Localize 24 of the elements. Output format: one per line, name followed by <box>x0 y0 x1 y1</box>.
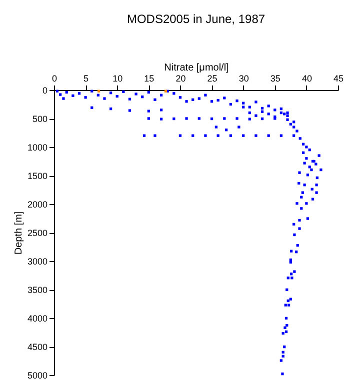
x-tick-label: 20 <box>176 74 186 84</box>
y-tick-label: 2500 <box>27 228 48 238</box>
x-tick-label: 0 <box>52 74 58 84</box>
y-tick-label: 4500 <box>27 342 48 352</box>
x-tick-label: 35 <box>270 74 280 84</box>
y-tick-label: 1500 <box>27 171 48 181</box>
y-tick-label: 3000 <box>27 256 48 266</box>
chart-title: MODS2005 in June, 1987 <box>126 12 266 26</box>
x-tick-label: 15 <box>144 74 154 84</box>
y-tick-label: 1000 <box>27 142 48 152</box>
x-tick-label: 10 <box>112 74 123 84</box>
x-tick-label: 5 <box>84 74 89 84</box>
x-tick-label: 40 <box>302 74 312 84</box>
y-tick-label: 3500 <box>27 285 48 295</box>
x-tick-label: 25 <box>207 74 218 84</box>
y-axis-title: Depth [m] <box>13 211 24 255</box>
y-tick-label: 0 <box>42 86 48 96</box>
x-axis-title: Nitrate [μmol/l] <box>164 62 230 74</box>
y-tick-label: 500 <box>32 114 48 124</box>
y-tick-label: 2000 <box>27 200 48 210</box>
x-tick-label: 30 <box>238 74 249 84</box>
x-tick-label: 45 <box>333 74 344 84</box>
y-tick-label: 5000 <box>27 370 48 380</box>
y-tick-label: 4000 <box>27 314 48 324</box>
